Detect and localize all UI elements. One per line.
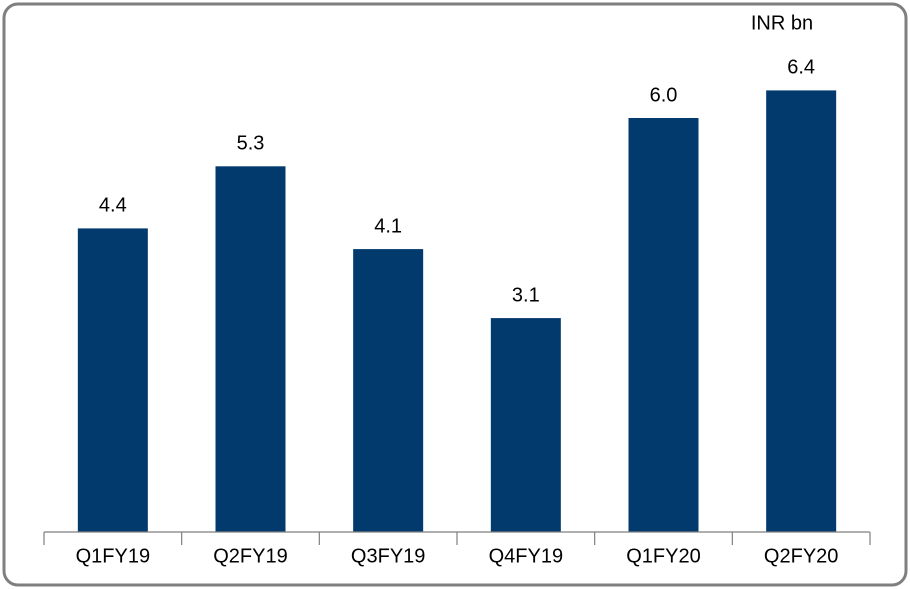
value-label: 6.4 bbox=[787, 57, 815, 79]
x-tick-label: Q1FY20 bbox=[626, 545, 700, 567]
value-label: 6.0 bbox=[650, 84, 678, 106]
value-label: 3.1 bbox=[512, 284, 540, 306]
bar bbox=[215, 166, 286, 533]
bar bbox=[353, 249, 424, 532]
bar bbox=[490, 318, 561, 532]
value-label: 4.4 bbox=[99, 195, 127, 217]
x-tick-label: Q3FY19 bbox=[351, 545, 425, 567]
x-tick-label: Q2FY19 bbox=[213, 545, 287, 567]
x-tick-label: Q1FY19 bbox=[76, 545, 150, 567]
value-label: 4.1 bbox=[374, 215, 402, 237]
value-label: 5.3 bbox=[237, 133, 265, 155]
bar bbox=[766, 90, 837, 533]
bar bbox=[628, 118, 699, 532]
x-tick-label: Q4FY19 bbox=[489, 545, 563, 567]
bar bbox=[77, 228, 148, 532]
unit-label: INR bn bbox=[751, 12, 813, 34]
x-tick-label: Q2FY20 bbox=[764, 545, 838, 567]
